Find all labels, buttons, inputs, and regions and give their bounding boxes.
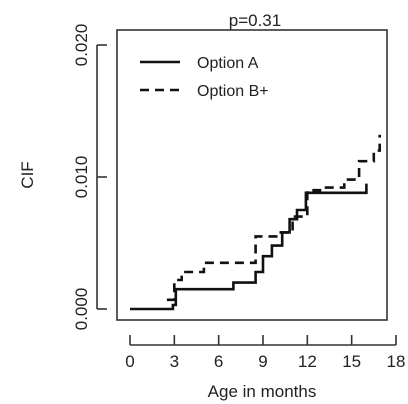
x-tick-label-12: 12 (298, 352, 317, 371)
y-tick-label-0: 0.000 (72, 288, 91, 331)
legend-label-0: Option A (197, 55, 259, 72)
axes: 0 3 6 9 12 15 18 0.000 0.010 0.020 (72, 24, 405, 371)
series-option-a-line (130, 183, 368, 311)
legend-label-1: Option B+ (197, 83, 269, 100)
series-layer (130, 134, 381, 311)
y-tick-label-2: 0.020 (72, 24, 91, 67)
x-axis-label: Age in months (208, 382, 317, 401)
legend: Option A Option B+ (140, 55, 269, 100)
y-tick-label-1: 0.010 (72, 156, 91, 199)
x-tick-label-18: 18 (387, 352, 406, 371)
x-tick-label-6: 6 (214, 352, 223, 371)
series-option-b-plus-line (166, 134, 381, 302)
x-tick-label-3: 3 (170, 352, 179, 371)
x-tick-label-9: 9 (258, 352, 267, 371)
x-tick-label-0: 0 (125, 352, 134, 371)
y-axis-label: CIF (18, 161, 37, 188)
x-tick-label-15: 15 (342, 352, 361, 371)
chart-title: p=0.31 (229, 11, 281, 30)
plot-frame (116, 29, 388, 321)
